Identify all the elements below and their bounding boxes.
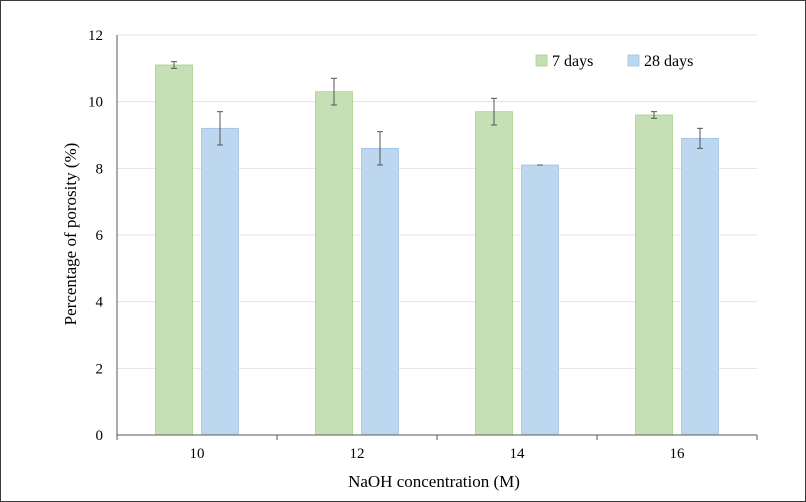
error-bars-layer <box>171 61 703 166</box>
legend-swatch <box>535 54 548 67</box>
legend-label: 7 days <box>552 53 593 70</box>
bar-7-days-12 <box>315 91 353 436</box>
y-tick-label: 8 <box>96 161 104 177</box>
bars-layer <box>155 64 719 436</box>
x-tick-label: 12 <box>350 446 365 462</box>
y-tick-label: 2 <box>96 361 104 377</box>
x-tick-label: 16 <box>670 446 686 462</box>
bar-7-days-14 <box>475 111 513 436</box>
x-tick-label: 10 <box>190 446 205 462</box>
y-tick-label: 4 <box>96 295 104 311</box>
y-tick-label: 6 <box>96 228 104 244</box>
axes-layer <box>116 35 758 440</box>
y-tick-label: 12 <box>88 28 103 44</box>
bar-7-days-10 <box>155 64 193 436</box>
x-axis-title: NaOH concentration (M) <box>348 472 520 491</box>
y-tick-labels: 0 2 4 6 8 10 12 <box>88 28 104 444</box>
legend: 7 days 28 days <box>535 53 693 70</box>
bar-7-days-16 <box>635 114 673 436</box>
x-tick-label: 14 <box>510 446 526 462</box>
bar-28-days-10 <box>201 127 239 436</box>
legend-swatch <box>627 54 640 67</box>
x-tick-labels: 10 12 14 16 <box>190 446 686 462</box>
bar-28-days-12 <box>361 147 399 436</box>
legend-label: 28 days <box>644 53 693 70</box>
bar-28-days-16 <box>681 137 719 436</box>
y-axis-title: Percentage of porosity (%) <box>61 143 80 326</box>
bar-28-days-14 <box>521 164 559 436</box>
y-tick-label: 0 <box>96 428 104 444</box>
y-tick-label: 10 <box>88 95 103 111</box>
